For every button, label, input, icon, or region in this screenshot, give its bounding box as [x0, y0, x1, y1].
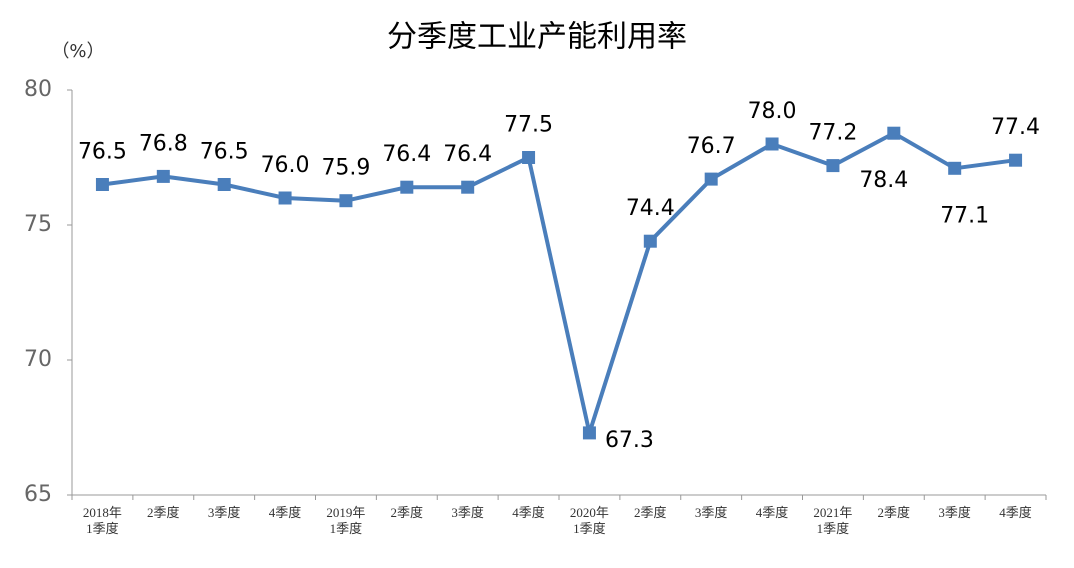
marker	[643, 234, 657, 248]
x-tick-label: 4季度	[999, 505, 1032, 520]
x-tick-label: 4季度	[268, 505, 302, 520]
data-label: 78.4	[859, 168, 908, 193]
marker	[156, 169, 170, 183]
marker	[704, 172, 718, 186]
data-label: 76.7	[687, 134, 736, 159]
marker	[522, 151, 536, 164]
data-label: 78.0	[748, 99, 797, 124]
marker	[948, 161, 962, 175]
marker	[461, 180, 475, 194]
marker	[765, 137, 779, 151]
data-label: 76.8	[139, 131, 188, 156]
marker	[1009, 153, 1023, 167]
marker	[95, 178, 109, 191]
marker	[887, 126, 901, 140]
x-tick-label: 2020年 1季度	[569, 505, 609, 536]
x-tick-label: 2021年 1季度	[813, 505, 853, 536]
y-tick-label: 70	[24, 347, 52, 372]
x-tick-label: 2季度	[877, 505, 911, 520]
data-label: 76.0	[261, 153, 310, 178]
x-tick-label: 3季度	[451, 505, 484, 520]
y-tick-label: 75	[24, 212, 52, 237]
x-tick-label: 2018年 1季度	[82, 505, 122, 536]
marker	[826, 159, 840, 173]
x-tick-label: 4季度	[755, 505, 789, 520]
x-tick-label: 3季度	[207, 505, 241, 520]
marker	[217, 178, 231, 191]
x-tick-label: 2季度	[390, 505, 424, 520]
x-tick-label: 2季度	[147, 505, 180, 520]
marker	[582, 426, 596, 440]
data-label: 74.4	[626, 196, 675, 221]
x-tick-label: 3季度	[694, 505, 728, 520]
series-line	[102, 131, 1016, 435]
x-tick-label: 2019年 1季度	[326, 505, 366, 536]
data-label: 67.3	[605, 428, 654, 453]
data-label: 75.9	[321, 156, 370, 181]
data-label: 77.2	[808, 121, 857, 146]
y-unit: （%）	[51, 41, 104, 62]
data-label: 76.5	[78, 140, 127, 165]
x-tick-label: 2季度	[634, 505, 667, 520]
data-label: 77.5	[504, 113, 553, 138]
x-tick-label: 4季度	[512, 505, 545, 520]
data-label: 76.5	[200, 140, 249, 165]
x-tick-label: 3季度	[938, 505, 971, 520]
marker	[339, 194, 353, 208]
marker	[278, 191, 292, 205]
y-tick-label: 80	[24, 77, 52, 102]
data-label: 76.4	[382, 142, 431, 167]
data-label: 77.1	[940, 203, 989, 228]
y-tick-label: 65	[24, 482, 52, 507]
marker	[400, 180, 414, 194]
data-label: 76.4	[443, 142, 492, 167]
data-label: 77.4	[991, 115, 1040, 140]
chart-title: 分季度工业产能利用率	[387, 20, 687, 55]
